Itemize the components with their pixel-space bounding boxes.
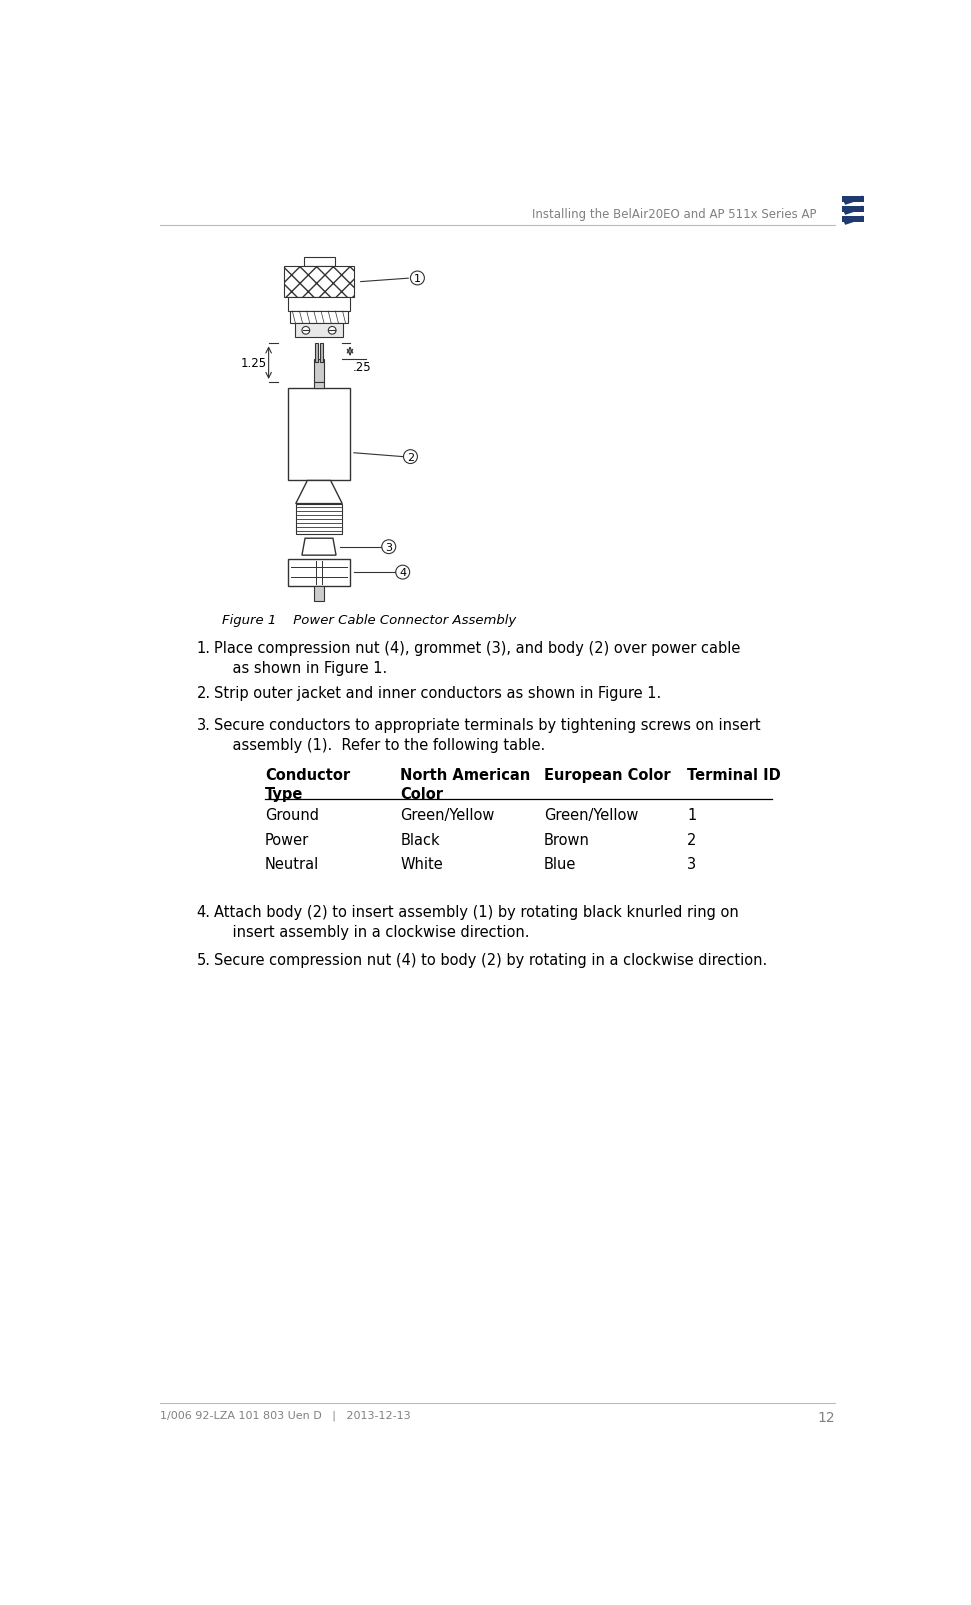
Text: Black: Black bbox=[400, 831, 440, 847]
Text: Neutral: Neutral bbox=[265, 857, 319, 872]
Circle shape bbox=[382, 541, 396, 554]
Bar bbox=[288, 388, 350, 481]
Text: Terminal ID: Terminal ID bbox=[687, 767, 781, 782]
Polygon shape bbox=[844, 207, 864, 215]
Text: 1: 1 bbox=[414, 274, 420, 284]
Text: .25: .25 bbox=[352, 361, 371, 374]
Text: Attach body (2) to insert assembly (1) by rotating black knurled ring on
    ins: Attach body (2) to insert assembly (1) b… bbox=[215, 904, 739, 941]
Text: 12: 12 bbox=[818, 1409, 835, 1424]
Text: Ground: Ground bbox=[265, 807, 318, 822]
Text: 1.: 1. bbox=[196, 640, 211, 655]
Circle shape bbox=[411, 271, 424, 286]
Polygon shape bbox=[302, 539, 336, 555]
Text: Installing the BelAir20EO and AP 511x Series AP: Installing the BelAir20EO and AP 511x Se… bbox=[532, 209, 817, 221]
Bar bbox=[842, 217, 864, 223]
Text: 4.: 4. bbox=[196, 904, 211, 920]
Bar bbox=[288, 560, 350, 586]
Text: Secure compression nut (4) to body (2) by rotating in a clockwise direction.: Secure compression nut (4) to body (2) b… bbox=[215, 952, 768, 968]
Bar bbox=[285, 268, 353, 299]
Text: Power: Power bbox=[265, 831, 309, 847]
Text: European Color: European Color bbox=[544, 767, 670, 782]
Text: Secure conductors to appropriate terminals by tightening screws on insert
    as: Secure conductors to appropriate termina… bbox=[215, 717, 761, 753]
Text: 4: 4 bbox=[399, 568, 406, 578]
Text: 2.: 2. bbox=[196, 685, 211, 700]
Bar bbox=[842, 196, 864, 202]
Bar bbox=[296, 504, 342, 534]
Text: Strip outer jacket and inner conductors as shown in Figure 1.: Strip outer jacket and inner conductors … bbox=[215, 685, 661, 700]
Text: 5.: 5. bbox=[196, 952, 211, 968]
Text: 1: 1 bbox=[687, 807, 696, 822]
Text: 1/006 92-LZA 101 803 Uen D   |   2013-12-13: 1/006 92-LZA 101 803 Uen D | 2013-12-13 bbox=[160, 1409, 411, 1420]
Text: 3: 3 bbox=[687, 857, 696, 872]
Bar bbox=[316, 343, 318, 363]
Text: Figure 1    Power Cable Connector Assembly: Figure 1 Power Cable Connector Assembly bbox=[222, 613, 517, 626]
Text: 2: 2 bbox=[687, 831, 696, 847]
Text: 2: 2 bbox=[407, 453, 414, 462]
Bar bbox=[314, 360, 324, 382]
Text: Blue: Blue bbox=[544, 857, 576, 872]
Circle shape bbox=[396, 567, 410, 579]
Bar bbox=[842, 207, 864, 212]
Polygon shape bbox=[844, 217, 864, 226]
Text: Place compression nut (4), grommet (3), and body (2) over power cable
    as sho: Place compression nut (4), grommet (3), … bbox=[215, 640, 741, 676]
Text: Conductor
Type: Conductor Type bbox=[265, 767, 350, 801]
Text: 1.25: 1.25 bbox=[240, 356, 266, 369]
Text: Green/Yellow: Green/Yellow bbox=[544, 807, 638, 822]
Polygon shape bbox=[296, 482, 342, 504]
Text: North American
Color: North American Color bbox=[400, 767, 530, 801]
Circle shape bbox=[302, 327, 310, 335]
Bar bbox=[288, 299, 350, 311]
Text: 3: 3 bbox=[385, 542, 392, 552]
Polygon shape bbox=[844, 196, 864, 205]
Circle shape bbox=[328, 327, 336, 335]
Text: Green/Yellow: Green/Yellow bbox=[400, 807, 495, 822]
Bar bbox=[319, 343, 323, 363]
Bar bbox=[314, 586, 324, 602]
Text: Brown: Brown bbox=[544, 831, 589, 847]
Bar bbox=[304, 258, 334, 268]
Bar bbox=[290, 311, 348, 324]
Text: White: White bbox=[400, 857, 443, 872]
Circle shape bbox=[404, 451, 418, 464]
Bar bbox=[295, 324, 343, 339]
Text: 3.: 3. bbox=[196, 717, 211, 732]
Bar bbox=[314, 382, 324, 388]
